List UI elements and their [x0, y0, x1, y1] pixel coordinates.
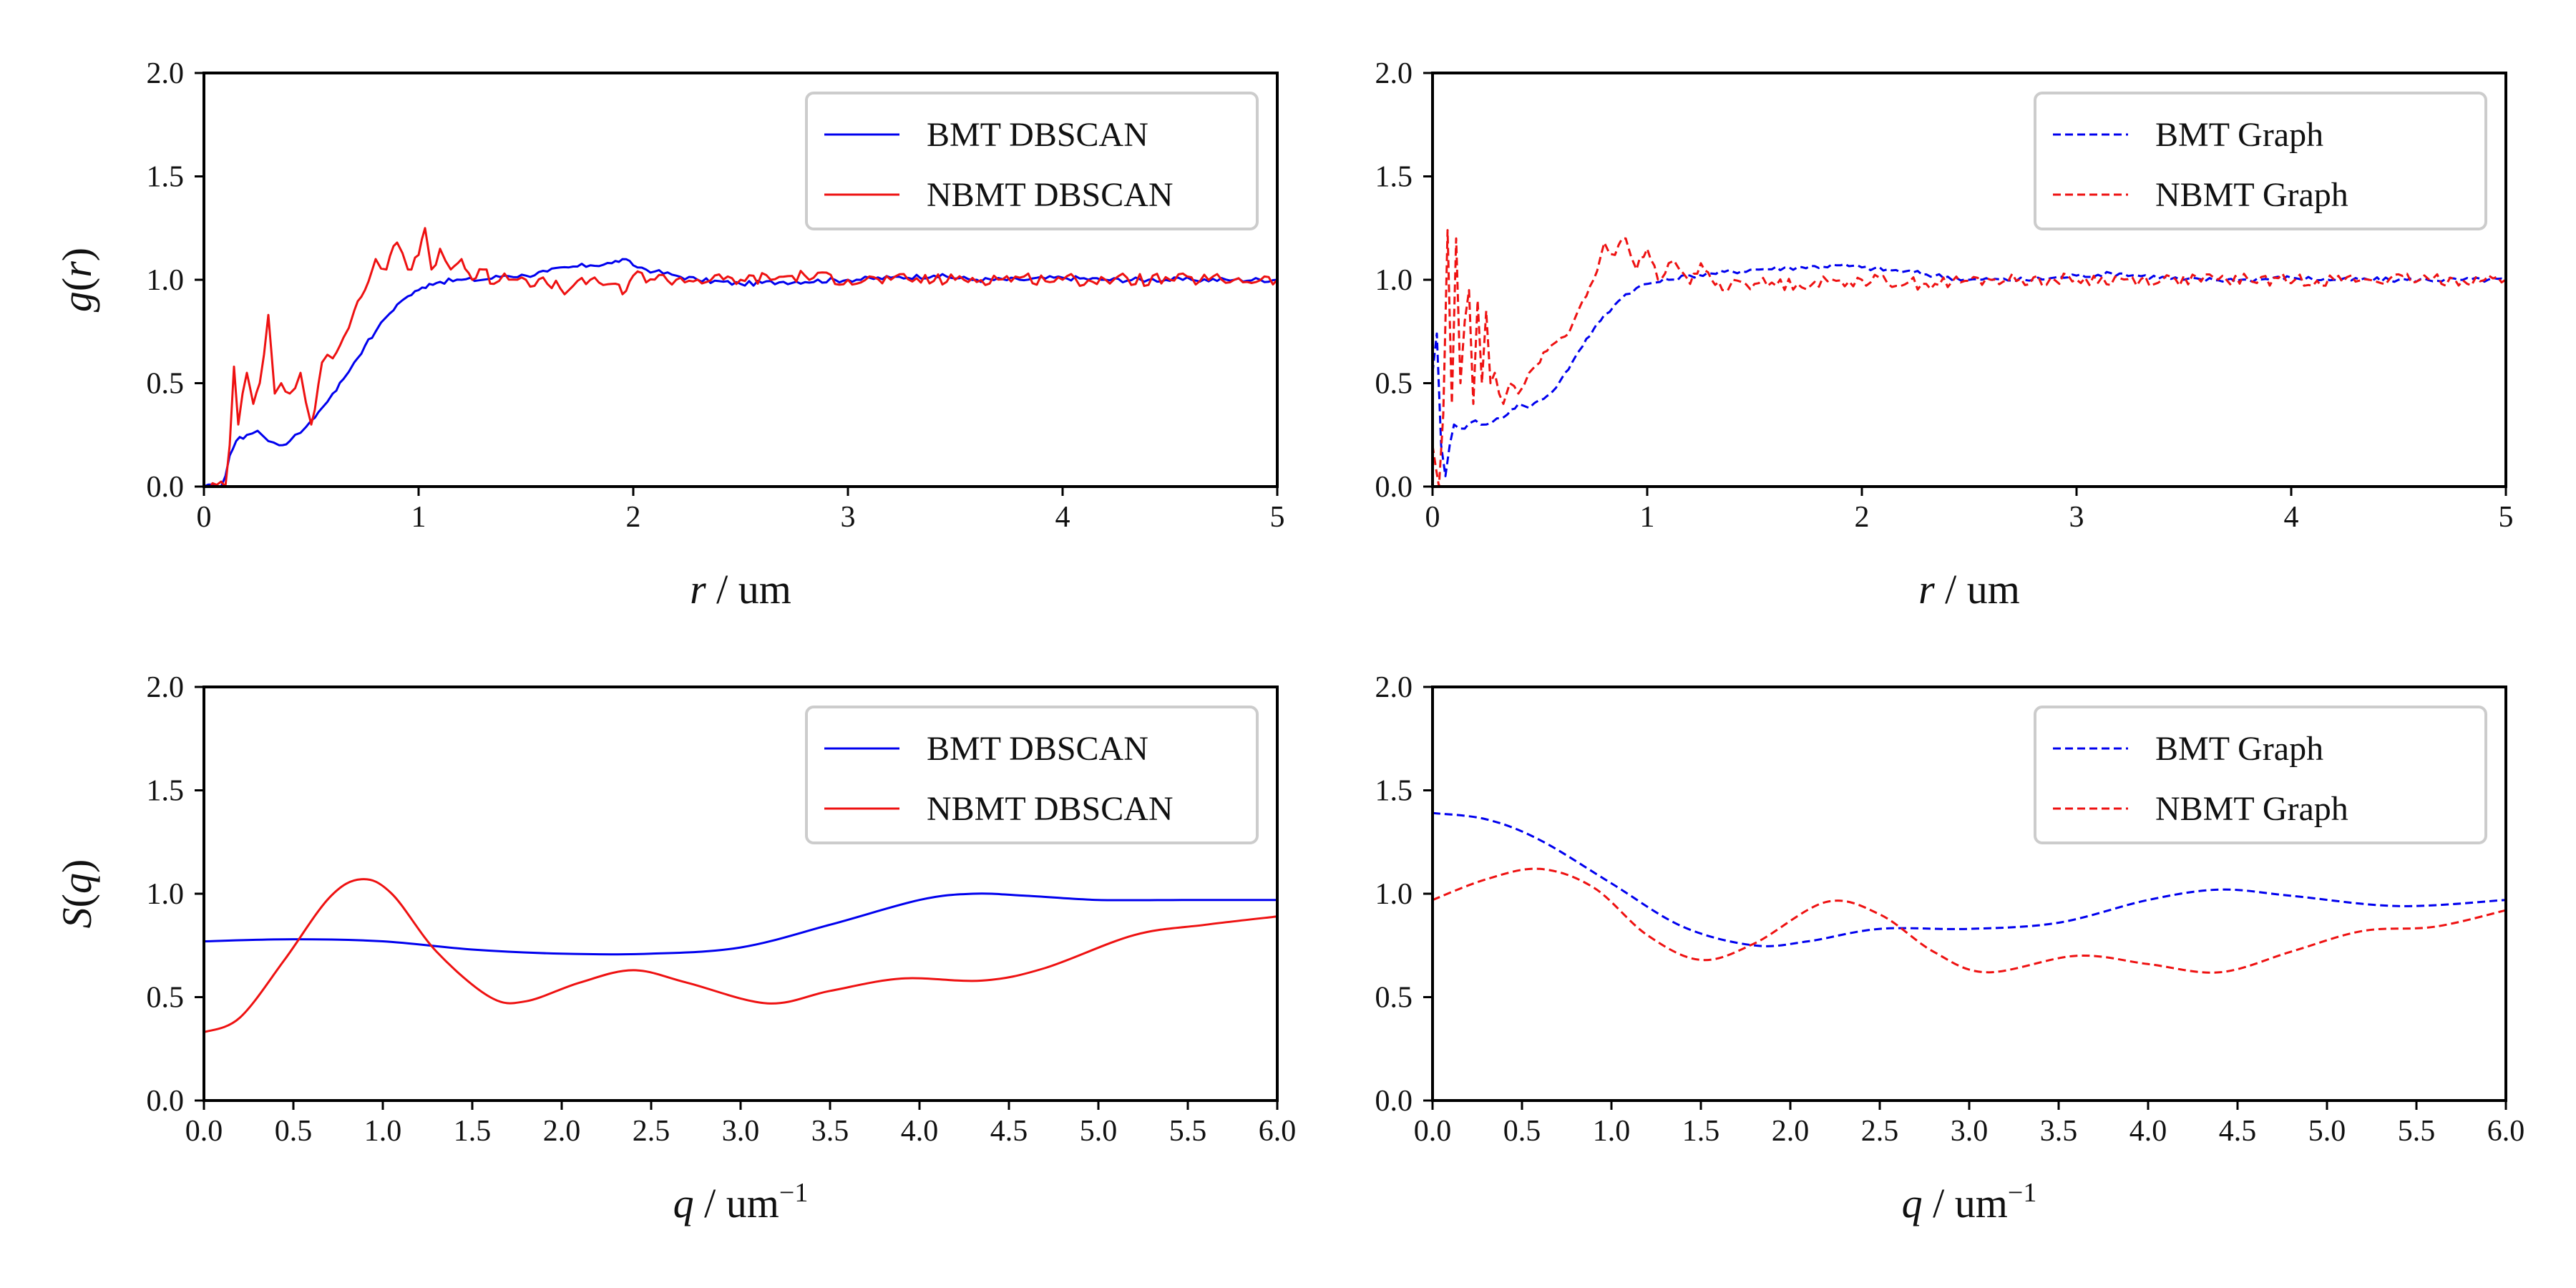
x-tick-label: 6.0 [1259, 1115, 1297, 1148]
series-line-bmt-graph [1433, 811, 2506, 947]
legend: BMT Graph NBMT Graph [2034, 92, 2487, 230]
legend-label: BMT Graph [2155, 116, 2323, 154]
y-axis-label: S(q) [54, 859, 100, 929]
y-tick-label: 2.0 [147, 671, 185, 704]
x-tick-label: 5.5 [1169, 1115, 1207, 1148]
legend-box [2034, 92, 2487, 230]
x-tick-label: 0.5 [275, 1115, 313, 1148]
x-tick-label: 3.0 [1951, 1115, 1989, 1148]
x-tick-label: 6.0 [2487, 1115, 2525, 1148]
x-tick-label: 2.0 [543, 1115, 581, 1148]
x-tick-label: 2.5 [1861, 1115, 1899, 1148]
x-tick-label: 0.0 [1414, 1115, 1452, 1148]
series-line-bmt-dbscan [204, 892, 1277, 956]
x-tick-label: 1 [411, 501, 426, 534]
x-tick-label: 3.5 [2040, 1115, 2078, 1148]
x-tick-label: 1.5 [454, 1115, 492, 1148]
x-tick-label: 2.5 [633, 1115, 670, 1148]
x-tick-label: 0 [197, 501, 212, 534]
panel-s-q-dbscan: 0.0 0.5 1.0 1.5 2.0 2.5 3.0 3.5 4.0 4.5 5.0 5.5 6.0 0… [54, 671, 1296, 1226]
x-tick-label: 4 [2284, 501, 2299, 534]
x-tick-label: 0.0 [185, 1115, 223, 1148]
x-tick-label: 0 [1425, 501, 1440, 534]
y-tick-label: 1.0 [1375, 878, 1413, 911]
y-tick-label: 2.0 [147, 57, 185, 90]
series-line-nbmt-graph [1433, 867, 2506, 974]
legend: BMT Graph NBMT Graph [2034, 706, 2487, 844]
x-tick-label: 3 [2069, 501, 2084, 534]
y-axis-label: g(r) [54, 248, 100, 312]
x-axis-label: q / um−1 [1902, 1178, 2037, 1226]
legend-label: BMT DBSCAN [927, 730, 1148, 768]
panel-g-r-graph: 0 1 2 3 4 5 0.0 0.5 1.0 1.5 2.0 r / um BMT Graph NBMT… [1375, 57, 2514, 613]
x-tick-label: 2 [626, 501, 641, 534]
y-tick-label: 0.5 [1375, 368, 1413, 401]
y-tick-label: 1.5 [147, 161, 185, 194]
x-tick-label: 5.0 [2308, 1115, 2346, 1148]
legend-box [805, 706, 1259, 844]
panel-s-q-graph: 0.0 0.5 1.0 1.5 2.0 2.5 3.0 3.5 4.0 4.5 5.0 5.5 6.0 0… [1375, 671, 2525, 1226]
y-tick-label: 2.0 [1375, 671, 1413, 704]
x-tick-label: 5 [1270, 501, 1285, 534]
x-tick-label: 2 [1855, 501, 1870, 534]
series-line-nbmt-dbscan [204, 878, 1277, 1034]
plot-area [1433, 811, 2506, 974]
y-tick-label: 1.5 [1375, 775, 1413, 808]
y-tick-label: 0.5 [147, 982, 185, 1015]
x-tick-label: 4.5 [2219, 1115, 2257, 1148]
x-tick-label: 3 [841, 501, 856, 534]
x-tick-label: 5.5 [2398, 1115, 2436, 1148]
x-tick-label: 1.0 [364, 1115, 402, 1148]
legend: BMT DBSCAN NBMT DBSCAN [805, 92, 1259, 230]
x-axis-label: r / um [1918, 566, 2020, 613]
x-tick-label: 1.5 [1682, 1115, 1720, 1148]
y-tick-label: 1.0 [147, 878, 185, 911]
series-line-bmt-graph [1433, 263, 2506, 477]
y-tick-label: 2.0 [1375, 57, 1413, 90]
x-tick-label: 1 [1640, 501, 1655, 534]
x-tick-label: 0.5 [1503, 1115, 1541, 1148]
y-tick-label: 1.5 [1375, 161, 1413, 194]
y-tick-label: 0.0 [147, 471, 185, 504]
y-tick-label: 1.0 [147, 264, 185, 297]
legend-label: BMT DBSCAN [927, 116, 1148, 154]
x-tick-label: 4.0 [901, 1115, 939, 1148]
y-tick-label: 1.0 [1375, 264, 1413, 297]
x-tick-label: 5 [2499, 501, 2514, 534]
x-tick-label: 2.0 [1772, 1115, 1810, 1148]
plot-area [204, 878, 1277, 1034]
y-tick-label: 1.5 [147, 775, 185, 808]
legend: BMT DBSCAN NBMT DBSCAN [805, 706, 1259, 844]
plot-area [204, 227, 1277, 487]
y-tick-label: 0.0 [147, 1085, 185, 1118]
x-tick-label: 4.5 [990, 1115, 1028, 1148]
legend-label: BMT Graph [2155, 730, 2323, 768]
legend-label: NBMT DBSCAN [927, 176, 1174, 214]
panel-g-r-dbscan: 0 1 2 3 4 5 0.0 0.5 1.0 1.5 2.0 r / um g(r) BMT DBSCA… [54, 57, 1285, 613]
series-line-nbmt-graph [1433, 229, 2506, 487]
y-tick-label: 0.5 [1375, 982, 1413, 1015]
legend-label: NBMT DBSCAN [927, 790, 1174, 828]
x-tick-label: 4.0 [2129, 1115, 2167, 1148]
legend-label: NBMT Graph [2155, 176, 2348, 214]
series-line-bmt-dbscan [204, 258, 1277, 487]
y-tick-label: 0.5 [147, 368, 185, 401]
x-tick-label: 4 [1055, 501, 1070, 534]
y-tick-label: 0.0 [1375, 1085, 1413, 1118]
x-tick-label: 3.5 [811, 1115, 849, 1148]
x-tick-label: 3.0 [722, 1115, 760, 1148]
legend-box [2034, 706, 2487, 844]
x-axis-label: r / um [690, 566, 791, 613]
series-line-nbmt-dbscan [204, 227, 1277, 487]
x-tick-label: 1.0 [1593, 1115, 1631, 1148]
y-tick-label: 0.0 [1375, 471, 1413, 504]
legend-box [805, 92, 1259, 230]
plot-area [1433, 229, 2506, 487]
x-axis-label: q / um−1 [673, 1178, 809, 1226]
x-tick-label: 5.0 [1080, 1115, 1118, 1148]
legend-label: NBMT Graph [2155, 790, 2348, 828]
